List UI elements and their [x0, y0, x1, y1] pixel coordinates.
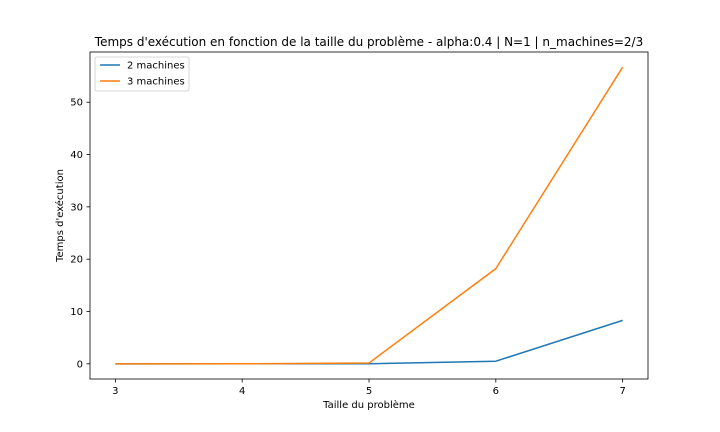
series-line-2 [115, 66, 624, 365]
plot-frame [89, 51, 649, 380]
legend-label-1: 2 machines [127, 61, 185, 72]
chart-title: Temps d'exécution en fonction de la tail… [94, 35, 643, 49]
x-axis-ticks: 3 4 5 6 7 [112, 379, 626, 397]
y-tick-label: 10 [70, 307, 83, 318]
x-tick-label: 6 [493, 386, 499, 397]
x-tick-label: 7 [619, 386, 625, 397]
x-tick-label: 4 [239, 386, 245, 397]
x-tick-label: 5 [366, 386, 372, 397]
y-tick-label: 50 [70, 98, 83, 109]
series-lines [115, 66, 624, 365]
legend-label-2: 3 machines [127, 77, 185, 88]
y-tick-label: 30 [70, 202, 83, 213]
y-axis-ticks: 0 10 20 30 40 50 [70, 98, 90, 370]
y-tick-label: 40 [70, 150, 83, 161]
legend-items: 2 machines 3 machines [100, 61, 185, 88]
legend: 2 machines 3 machines [94, 56, 190, 92]
x-tick-label: 3 [112, 386, 118, 397]
y-tick-label: 20 [70, 255, 83, 266]
y-tick-label: 0 [77, 359, 83, 370]
x-axis-label: Taille du problème [322, 399, 415, 411]
y-axis-label: Temps d'exécution [54, 169, 66, 263]
series-line-1 [115, 319, 623, 365]
plot-area [89, 51, 649, 380]
